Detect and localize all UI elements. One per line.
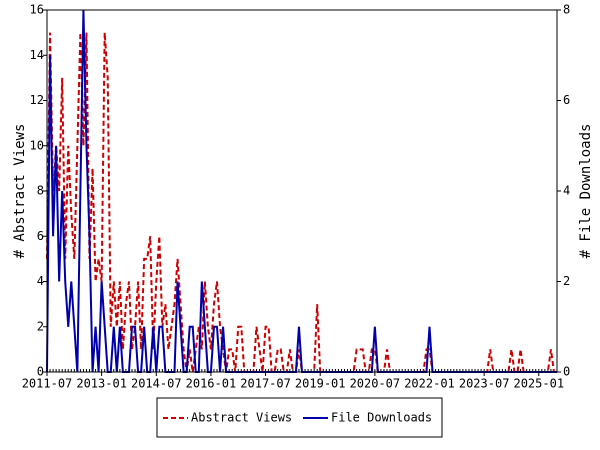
y-tick-label: 0 bbox=[37, 365, 44, 379]
y-tick-label: 12 bbox=[30, 93, 44, 107]
x-tick-label: 2025-01 bbox=[513, 377, 564, 391]
y2-tick-label: 2 bbox=[563, 274, 570, 288]
y2-tick-label: 0 bbox=[563, 365, 570, 379]
y-tick-label: 6 bbox=[37, 229, 44, 243]
x-tick-label: 2022-01 bbox=[404, 377, 455, 391]
x-tick-label: 2023-07 bbox=[459, 377, 510, 391]
y-tick-label: 4 bbox=[37, 274, 44, 288]
x-tick-label: 2013-01 bbox=[76, 377, 127, 391]
x-tick-label: 2014-07 bbox=[131, 377, 182, 391]
x-tick-label: 2017-07 bbox=[240, 377, 291, 391]
y-tick-label: 16 bbox=[30, 3, 44, 17]
x-tick-label: 2020-07 bbox=[350, 377, 401, 391]
plot-frame bbox=[46, 9, 558, 373]
y-tick-label: 10 bbox=[30, 138, 44, 152]
y2-tick-label: 6 bbox=[563, 93, 570, 107]
x-tick-label: 2016-01 bbox=[186, 377, 237, 391]
y2-tick-label: 4 bbox=[563, 184, 570, 198]
y-axis-title: # Abstract Views bbox=[12, 124, 28, 259]
legend-label: Abstract Views bbox=[191, 411, 292, 425]
x-tick-label: 2011-07 bbox=[22, 377, 73, 391]
legend-box bbox=[156, 397, 443, 438]
y-tick-label: 14 bbox=[30, 48, 44, 62]
legend-label: File Downloads bbox=[331, 411, 432, 425]
y2-axis-title: # File Downloads bbox=[578, 124, 594, 259]
x-tick-label: 2019-01 bbox=[295, 377, 346, 391]
y2-tick-label: 8 bbox=[563, 3, 570, 17]
y-tick-label: 8 bbox=[37, 184, 44, 198]
y-tick-label: 2 bbox=[37, 319, 44, 333]
